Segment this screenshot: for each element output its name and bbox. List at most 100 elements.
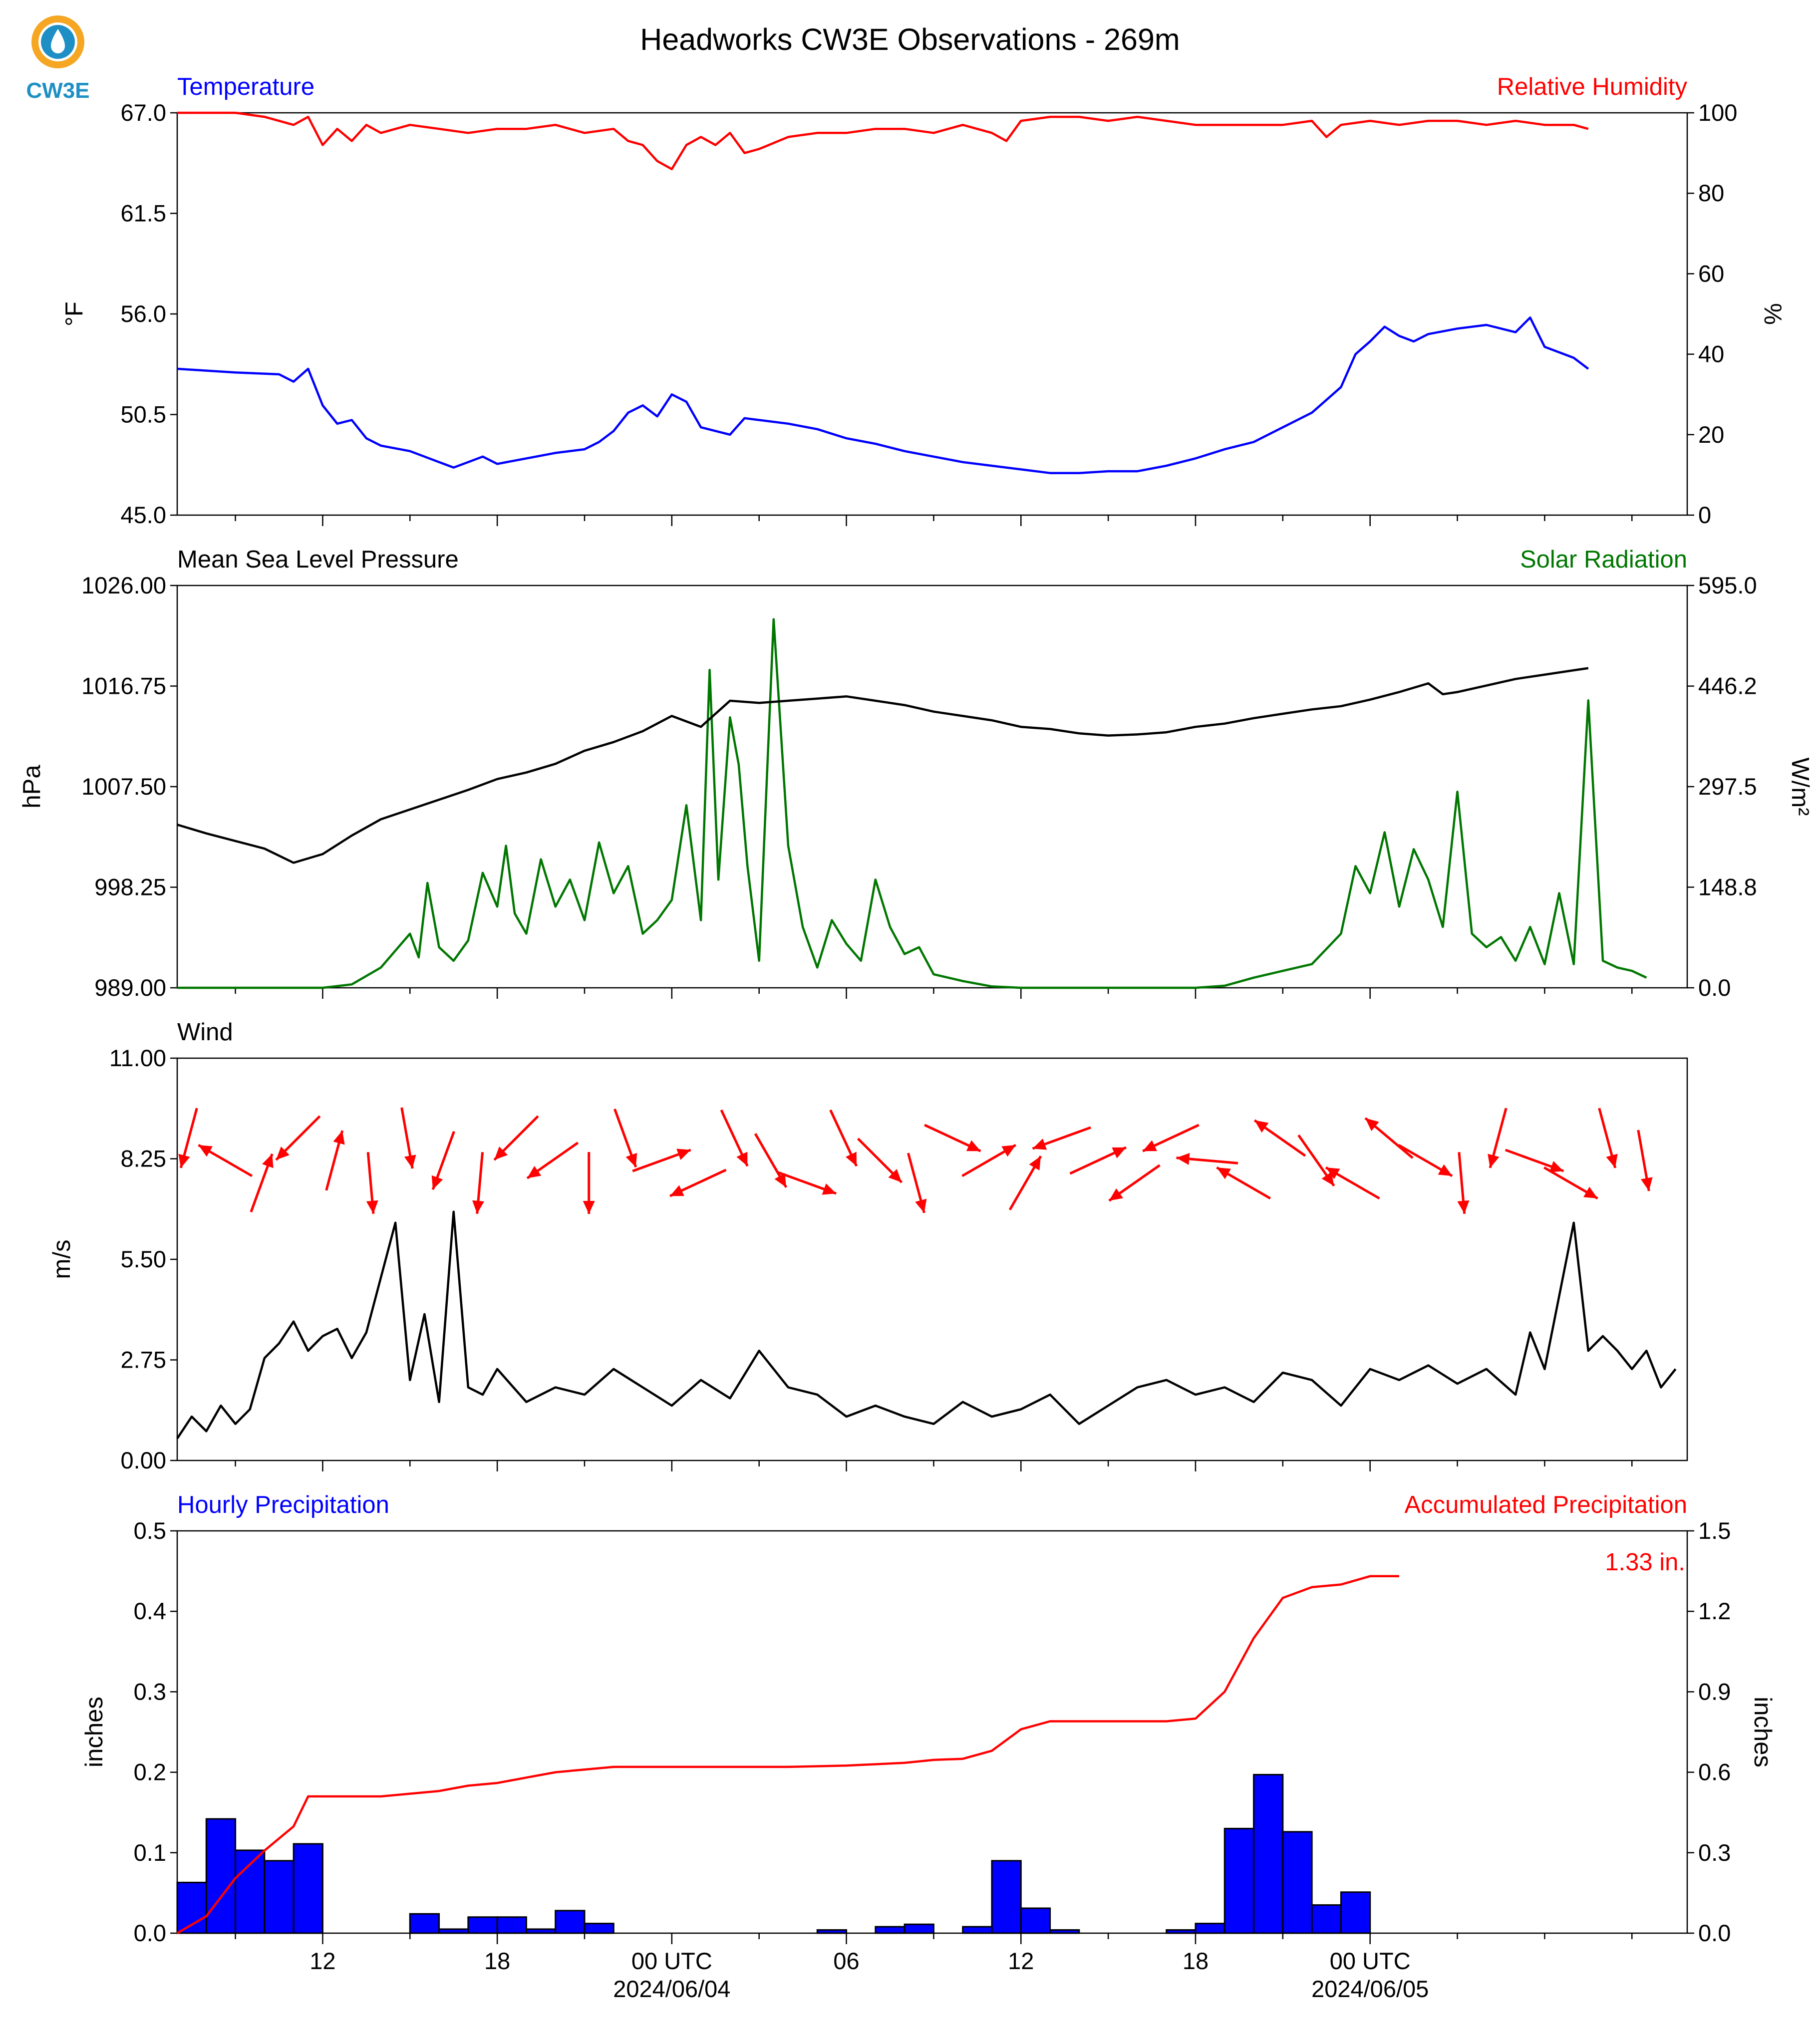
wind-arrow [1297,1134,1335,1187]
wind-arrow-head [1143,1140,1157,1152]
panel-frame [176,1530,1688,1934]
y2-tick-label: 0.0 [1698,974,1731,1001]
wind-arrow-head [1216,1167,1231,1179]
wind-arrow [632,1149,691,1172]
wind-arrow [366,1152,378,1214]
y-tick-label: 56.0 [121,300,166,327]
wind-arrow [1108,1164,1161,1202]
x-tick-label: 00 UTC [1330,1948,1411,1974]
y2-axis-label: W/m² [1787,758,1814,816]
y2-axis-label: inches [1749,1697,1776,1767]
wind-arrow-head [676,1149,691,1160]
wind-arrow [1398,1144,1453,1177]
right-title: Relative Humidity [1497,73,1688,100]
wind-arrow [198,1144,253,1177]
precip-bar [1282,1831,1313,1934]
precip-bar [904,1923,934,1934]
wind-arrow-head [625,1153,637,1167]
wind-arrow [1488,1108,1508,1168]
panel-frame [176,584,1688,989]
x-date-label: 2024/06/04 [613,1976,730,2002]
y2-ticks: 0.0 148.8 297.5 446.2 595.0 [1687,572,1757,1001]
left-title: Hourly Precipitation [177,1491,389,1518]
precip-bar [525,1928,557,1934]
solar-radiation-line [177,618,1647,989]
precip-bar [1049,1929,1080,1934]
y-axis-label: °F [61,301,88,326]
wind-arrow-head [1029,1156,1041,1170]
relative-humidity-line [177,111,1589,171]
wind-arrow [1216,1166,1271,1200]
wind-arrow [1505,1149,1564,1172]
wind-arrow-head [333,1131,345,1145]
wind-arrow [1543,1166,1598,1200]
right-title: Solar Radiation [1520,546,1687,573]
y2-tick-label: 80 [1698,180,1724,206]
y2-tick-label: 0.6 [1698,1759,1731,1785]
y-tick-label: 8.25 [121,1146,166,1172]
y-ticks: 989.00 998.25 1007.50 1016.75 1026.00 [81,572,177,1001]
y-axis-label: m/s [48,1240,75,1279]
precip-bar [1166,1929,1197,1934]
wind-arrow-head [431,1175,443,1190]
wind-arrow-head [1549,1161,1564,1172]
right-title: Accumulated Precipitation [1404,1491,1687,1518]
wind-arrow-head [178,1154,190,1168]
precip-bar [1253,1773,1284,1934]
y-tick-label: 11.00 [109,1045,166,1071]
wind-arrow-head [1001,1145,1016,1157]
wind-arrow [1176,1153,1238,1165]
y2-tick-label: 0.0 [1698,1920,1731,1946]
left-title: Wind [177,1019,233,1046]
wind-speed-line [176,1210,1677,1440]
y2-tick-label: 1.2 [1698,1598,1731,1624]
y-tick-label: 0.2 [134,1759,166,1785]
y-ticks: 0.0 0.1 0.2 0.3 0.4 0.5 [134,1517,177,1946]
precip-bar [962,1926,993,1934]
panel-precipitation: Hourly Precipitation Accumulated Precipi… [81,1491,1776,2002]
wind-arrow-head [1109,1188,1123,1201]
wind-arrow [1457,1152,1470,1214]
y-tick-label: 0.4 [134,1598,166,1624]
precip-bar [496,1916,527,1934]
wind-arrow [400,1107,416,1169]
precip-bar [293,1843,323,1934]
wind-arrow-head [472,1200,484,1214]
wind-arrow-head [670,1185,684,1196]
y-tick-label: 50.5 [121,401,166,428]
y2-tick-label: 0.9 [1698,1678,1731,1705]
y-tick-label: 2.75 [121,1347,166,1373]
panel-wind: Wind m/s 0.00 2.75 5.50 8.25 11.00 [48,1019,1688,1473]
wind-arrow [907,1153,927,1213]
wind-arrow [250,1153,274,1213]
precip-bar [205,1818,237,1934]
y-tick-label: 998.25 [94,874,166,900]
wind-arrow [493,1115,539,1161]
pressure-line [177,667,1589,864]
wind-arrow-head [1457,1200,1470,1214]
wind-arrow-head [1606,1154,1618,1168]
y-tick-label: 45.0 [121,502,166,528]
wind-arrow-head [736,1152,748,1166]
wind-arrow [526,1142,579,1179]
wind-arrow-head [915,1198,927,1213]
wind-arrow [1032,1126,1091,1150]
wind-arrow [1142,1124,1200,1153]
y2-tick-label: 1.5 [1698,1517,1731,1544]
y-ticks: 45.0 50.5 56.0 61.5 67.0 [121,99,177,528]
wind-arrow-head [1641,1177,1653,1191]
y2-tick-label: 100 [1698,99,1737,126]
x-date-label: 2024/06/05 [1311,1976,1429,2002]
y-axis-label: inches [81,1697,108,1767]
wind-arrow-head [1488,1154,1500,1168]
precip-bar [1020,1907,1051,1934]
wind-arrow-head [262,1154,274,1168]
wind-arrow [924,1124,981,1153]
series-lines [177,618,1647,989]
wind-arrow-head [774,1173,787,1187]
wind-arrow-head [404,1155,416,1169]
precip-bar [555,1910,586,1934]
y-tick-label: 61.5 [121,200,166,227]
panel-frame [176,112,1688,516]
x-tick-marks [235,1933,1633,1944]
